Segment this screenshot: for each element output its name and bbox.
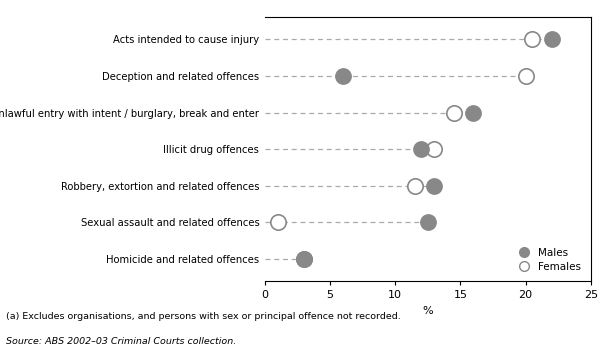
Males — [299, 256, 309, 262]
Males — [417, 146, 426, 152]
Males — [468, 110, 478, 115]
Males — [423, 220, 432, 225]
Males — [429, 183, 439, 189]
X-axis label: %: % — [423, 306, 433, 316]
Females — [449, 110, 459, 115]
Females — [429, 146, 439, 152]
Text: (a) Excludes organisations, and persons with sex or principal offence not record: (a) Excludes organisations, and persons … — [6, 312, 401, 321]
Females — [527, 36, 537, 42]
Males — [338, 73, 348, 79]
Females — [521, 73, 530, 79]
Females — [273, 220, 283, 225]
Females — [410, 183, 420, 189]
Legend: Males, Females: Males, Females — [509, 243, 585, 276]
Males — [547, 36, 557, 42]
Females — [299, 256, 309, 262]
Text: Source: ABS 2002–03 Criminal Courts collection.: Source: ABS 2002–03 Criminal Courts coll… — [6, 337, 236, 346]
